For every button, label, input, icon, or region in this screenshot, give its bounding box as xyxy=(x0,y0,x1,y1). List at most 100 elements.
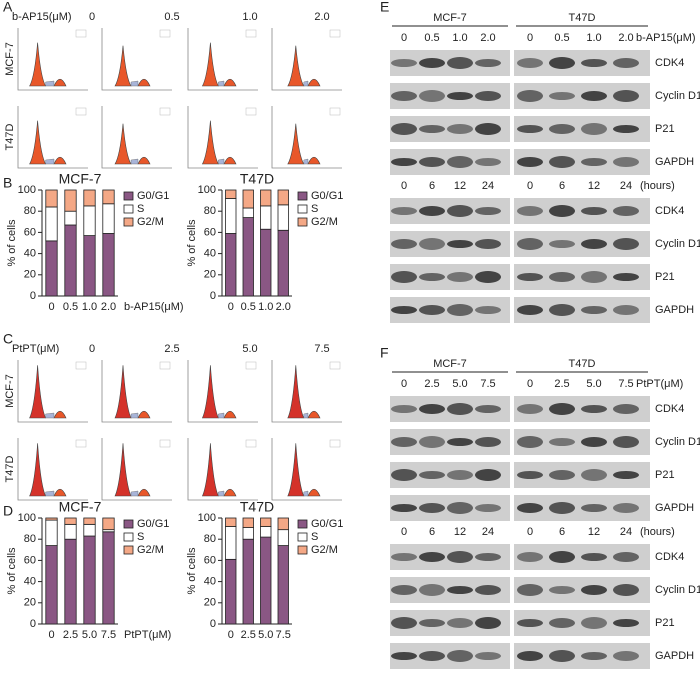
y-tick-label: 40 xyxy=(204,576,216,588)
band xyxy=(447,650,473,662)
band xyxy=(447,124,473,134)
x-tick-label: 0 xyxy=(228,629,234,641)
x-tick-label: 0.5 xyxy=(241,301,256,313)
band xyxy=(517,238,543,250)
band xyxy=(549,205,575,217)
band xyxy=(447,586,473,594)
histogram-s xyxy=(303,490,309,497)
histogram-peak xyxy=(201,365,219,419)
band xyxy=(475,437,501,447)
dose: 2.0 xyxy=(480,32,495,44)
time-unit: (hours) xyxy=(640,526,675,538)
time: 12 xyxy=(588,526,600,538)
legend-label: G2/M xyxy=(311,216,338,228)
histogram-s xyxy=(303,412,309,419)
histogram-peak xyxy=(307,156,321,165)
time: 0 xyxy=(527,180,533,192)
bar-segment xyxy=(102,531,115,625)
band xyxy=(549,156,575,168)
histogram-peak xyxy=(287,365,305,419)
row-label: MCF-7 xyxy=(4,42,16,76)
axis xyxy=(271,28,342,91)
band xyxy=(419,552,445,562)
band xyxy=(419,503,445,513)
histogram-s xyxy=(45,490,55,497)
bar-segment xyxy=(277,517,289,531)
protein-label: Cyclin D1 xyxy=(655,584,700,596)
legend-label: S xyxy=(311,531,318,543)
time: 24 xyxy=(620,180,632,192)
dose: 0 xyxy=(401,378,407,390)
bar-segment xyxy=(83,517,96,525)
x-tick-label: 5.0 xyxy=(82,629,97,641)
dose: 0 xyxy=(89,11,95,23)
time: 12 xyxy=(454,526,466,538)
legend-swatch xyxy=(123,191,134,201)
band xyxy=(475,59,501,67)
bar-segment xyxy=(277,529,289,546)
bar-segment xyxy=(260,205,272,230)
row-label: MCF-7 xyxy=(4,374,16,408)
cell-line: T47D xyxy=(569,12,596,24)
histogram-peak xyxy=(307,488,321,497)
y-tick-label: 20 xyxy=(204,269,216,281)
panel-label: E xyxy=(380,0,389,15)
x-tick-label: 0 xyxy=(48,301,54,313)
legend-box xyxy=(159,29,171,38)
band xyxy=(447,156,473,168)
protein-label: Cyclin D1 xyxy=(655,436,700,448)
axis xyxy=(271,438,342,501)
protein-label: Cyclin D1 xyxy=(655,90,700,102)
bar-segment xyxy=(64,538,77,625)
legend-label: S xyxy=(137,531,144,543)
histogram-peak xyxy=(29,42,47,87)
band xyxy=(581,158,607,166)
bar-segment xyxy=(83,189,96,207)
protein-label: CDK4 xyxy=(655,57,684,69)
band xyxy=(613,436,639,448)
histogram-s xyxy=(218,158,225,165)
band xyxy=(613,305,639,315)
band xyxy=(447,403,473,415)
panel-label: F xyxy=(380,345,389,361)
dose: 7.5 xyxy=(314,343,329,355)
bar-segment xyxy=(83,205,96,236)
band xyxy=(391,59,417,67)
band xyxy=(475,617,501,629)
dose: 5.0 xyxy=(242,343,257,355)
y-tick-label: 100 xyxy=(18,512,36,524)
bar-segment xyxy=(225,189,237,199)
axis xyxy=(187,106,258,169)
band xyxy=(581,306,607,314)
legend-box xyxy=(75,107,87,116)
legend-box xyxy=(75,29,87,38)
bar-segment xyxy=(225,526,237,560)
bar-segment xyxy=(242,189,254,209)
band xyxy=(517,90,543,102)
band xyxy=(447,240,473,248)
band xyxy=(391,91,417,101)
histogram-peak xyxy=(29,120,47,165)
legend-box xyxy=(329,439,341,448)
bar-segment xyxy=(64,210,77,226)
histogram-s xyxy=(218,490,225,497)
y-tick-label: 0 xyxy=(30,290,36,302)
dose-unit: b-AP15(μM) xyxy=(636,32,696,44)
protein-label: P21 xyxy=(655,123,675,135)
legend-label: G0/G1 xyxy=(137,190,169,202)
band xyxy=(581,59,607,67)
bar-segment xyxy=(83,235,96,297)
band xyxy=(613,471,639,479)
legend-box xyxy=(245,361,257,370)
protein-label: P21 xyxy=(655,271,675,283)
band xyxy=(581,652,607,660)
y-tick-label: 0 xyxy=(210,618,216,630)
histogram-peak xyxy=(201,42,219,87)
band xyxy=(613,651,639,661)
band xyxy=(517,651,543,661)
band xyxy=(475,469,501,481)
y-tick-label: 100 xyxy=(198,512,216,524)
band xyxy=(419,157,445,167)
bar-segment xyxy=(242,217,254,297)
band xyxy=(391,585,417,595)
